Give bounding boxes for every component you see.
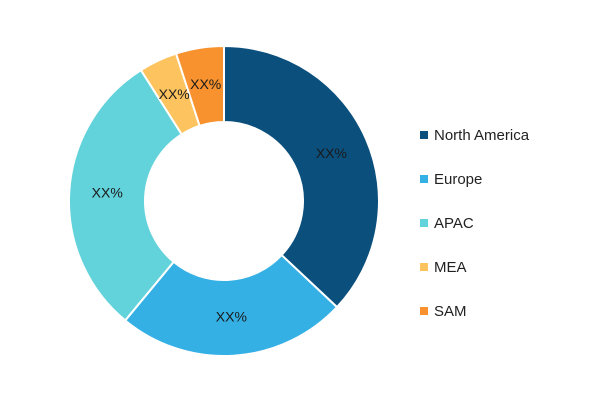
legend-label: Europe	[434, 170, 483, 188]
legend-item-mea: MEA	[420, 245, 529, 289]
data-label-sam: XX%	[190, 76, 221, 92]
data-label-north-america: XX%	[316, 145, 347, 161]
slice-europe	[123, 253, 339, 357]
legend-item-sam: SAM	[420, 289, 529, 333]
legend-swatch-icon	[420, 219, 428, 227]
legend-label: SAM	[434, 302, 467, 320]
slice-north-america	[223, 44, 380, 309]
data-label-mea: XX%	[159, 86, 190, 102]
legend-swatch-icon	[420, 131, 428, 139]
slice-apac	[68, 68, 184, 322]
data-label-europe: XX%	[216, 308, 247, 324]
legend-item-europe: Europe	[420, 157, 529, 201]
legend-label: North America	[434, 126, 530, 144]
legend-item-north-america: North America	[420, 113, 529, 157]
legend: North America Europe APAC MEA SAM	[420, 113, 529, 333]
legend-swatch-icon	[420, 263, 428, 271]
legend-label: APAC	[434, 214, 474, 232]
data-label-apac: XX%	[92, 184, 123, 200]
legend-swatch-icon	[420, 307, 428, 315]
slice-sam	[174, 44, 225, 128]
legend-item-apac: APAC	[420, 201, 529, 245]
legend-swatch-icon	[420, 175, 428, 183]
legend-label: MEA	[434, 258, 467, 276]
